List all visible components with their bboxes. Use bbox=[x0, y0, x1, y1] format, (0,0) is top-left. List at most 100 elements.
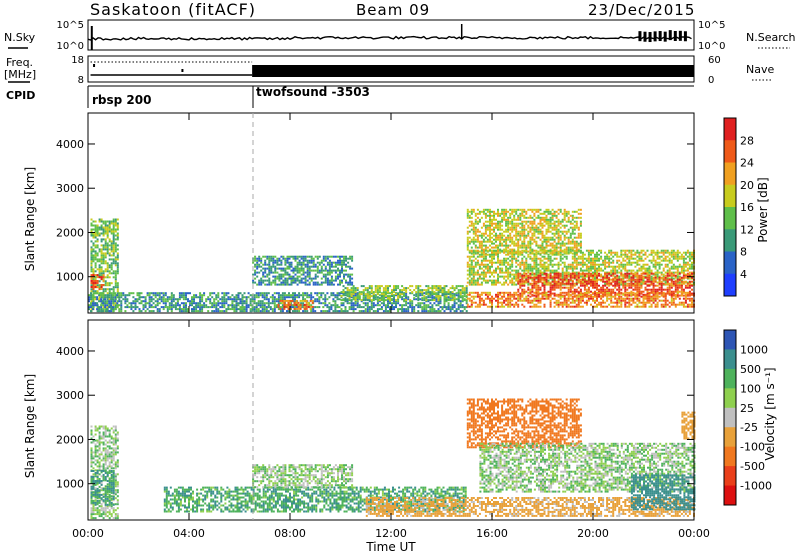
heatmap-cell-level bbox=[150, 292, 153, 295]
heatmap-cell-level bbox=[421, 291, 424, 294]
heatmap-cell-level bbox=[535, 210, 538, 213]
heatmap-cell-level bbox=[96, 224, 99, 227]
heatmap-cell-level bbox=[262, 281, 265, 284]
heatmap-cell-level bbox=[596, 263, 598, 266]
heatmap-cell-level bbox=[112, 232, 115, 235]
heatmap-cell-level bbox=[545, 274, 548, 277]
heatmap-cell-level bbox=[497, 214, 499, 217]
heatmap-cell-level bbox=[419, 292, 422, 295]
heatmap-cell-level bbox=[245, 310, 248, 313]
heatmap-cell-level bbox=[269, 306, 272, 309]
heatmap-cell-level bbox=[658, 261, 661, 264]
heatmap-cell-level bbox=[604, 265, 607, 268]
heatmap-cell-level bbox=[626, 253, 629, 256]
heatmap-cell-level bbox=[575, 244, 578, 247]
heatmap-cell-level bbox=[533, 275, 536, 278]
heatmap-cell-level bbox=[579, 242, 582, 245]
heatmap-cell-level bbox=[521, 274, 524, 277]
heatmap-cell-level bbox=[102, 304, 105, 307]
heatmap-cell-level bbox=[476, 212, 479, 215]
heatmap-cell-level bbox=[482, 277, 485, 280]
heatmap-cell-level bbox=[541, 216, 544, 219]
heatmap-cell-level bbox=[326, 277, 329, 280]
heatmap-cell-level bbox=[270, 267, 273, 270]
heatmap-cell-level bbox=[411, 302, 414, 305]
heatmap-cell-level bbox=[98, 250, 101, 253]
heatmap-cell-level bbox=[108, 270, 111, 273]
heatmap-cell-level bbox=[509, 271, 512, 274]
heatmap-cell-level bbox=[543, 234, 546, 237]
heatmap-cell-level bbox=[231, 294, 234, 297]
heatmap-cell-level bbox=[476, 259, 479, 262]
heatmap-cell-level bbox=[261, 294, 264, 297]
heatmap-cell-level bbox=[640, 251, 643, 254]
heatmap-cell-level bbox=[489, 261, 491, 264]
heatmap-cell-level bbox=[272, 261, 275, 264]
heatmap-cell-level bbox=[334, 310, 337, 313]
heatmap-cell-level bbox=[535, 275, 538, 278]
heatmap-cell-level bbox=[158, 310, 161, 313]
heatmap-cell-level bbox=[94, 264, 97, 267]
heatmap-cell-level bbox=[527, 271, 530, 274]
heatmap-cell-level bbox=[102, 306, 105, 309]
heatmap-cell-level bbox=[533, 226, 536, 229]
heatmap-cell-level bbox=[304, 281, 307, 284]
heatmap-cell-level bbox=[620, 283, 623, 286]
heatmap-cell-level bbox=[423, 299, 426, 302]
heatmap-cell-level bbox=[493, 222, 495, 225]
heatmap-cell-level bbox=[92, 220, 95, 223]
heatmap-cell-level bbox=[296, 306, 299, 309]
heatmap-cell-level bbox=[429, 308, 432, 311]
heatmap-cell-level bbox=[523, 232, 526, 235]
heatmap-cell-level bbox=[583, 253, 586, 256]
heatmap-cell-level bbox=[116, 296, 119, 299]
heatmap-cell-level bbox=[547, 281, 550, 284]
heatmap-cell-level bbox=[525, 280, 528, 283]
heatmap-cell-level bbox=[499, 226, 502, 229]
heatmap-cell-level bbox=[110, 294, 113, 297]
heatmap-cell-level bbox=[211, 306, 214, 309]
heatmap-cell-level bbox=[686, 251, 689, 254]
heatmap-cell-level bbox=[106, 276, 109, 279]
heatmap-cell-level bbox=[575, 294, 578, 297]
heatmap-cell-level bbox=[334, 261, 337, 264]
heatmap-cell-level bbox=[297, 303, 300, 306]
heatmap-cell-level bbox=[640, 269, 643, 272]
heatmap-cell-level bbox=[328, 279, 331, 282]
heatmap-cell-level bbox=[348, 297, 351, 300]
heatmap-cell-level bbox=[104, 290, 107, 293]
heatmap-cell-level bbox=[525, 267, 528, 270]
heatmap-cell-level bbox=[670, 259, 673, 262]
heatmap-cell-level bbox=[547, 255, 550, 258]
heatmap-cell-level bbox=[519, 286, 522, 289]
heatmap-cell-level bbox=[276, 283, 279, 286]
heatmap-cell-level bbox=[304, 279, 307, 282]
heatmap-cell-level bbox=[670, 277, 673, 280]
heatmap-cell-level bbox=[277, 302, 280, 305]
heatmap-cell-level bbox=[474, 263, 477, 266]
heatmap-cell-level bbox=[118, 310, 121, 313]
heatmap-cell-level bbox=[294, 296, 296, 299]
heatmap-cell-level bbox=[265, 296, 268, 299]
heatmap-cell-level bbox=[110, 302, 113, 305]
heatmap-cell-level bbox=[523, 249, 526, 252]
heatmap-cell-level bbox=[102, 288, 105, 291]
heatmap-cell-level bbox=[114, 244, 117, 247]
heatmap-cell-level bbox=[397, 287, 400, 290]
heatmap-cell-level bbox=[529, 251, 532, 254]
heatmap-cell-level bbox=[468, 216, 471, 219]
heatmap-cell-level bbox=[491, 257, 493, 260]
heatmap-cell-level bbox=[324, 275, 327, 278]
heatmap-cell-level bbox=[547, 212, 550, 215]
heatmap-cell-level bbox=[281, 296, 284, 299]
heatmap-cell-level bbox=[517, 244, 520, 247]
heatmap-cell-level bbox=[104, 276, 107, 279]
heatmap-cell-level bbox=[298, 281, 301, 284]
heatmap-cell-level bbox=[472, 249, 475, 252]
heatmap-cell-level bbox=[368, 285, 371, 288]
heatmap-cell-level bbox=[648, 265, 651, 268]
heatmap-cell-level bbox=[213, 310, 216, 313]
heatmap-cell-level bbox=[529, 282, 532, 285]
heatmap-cell-level bbox=[463, 306, 466, 309]
heatmap-cell-level bbox=[537, 276, 540, 279]
